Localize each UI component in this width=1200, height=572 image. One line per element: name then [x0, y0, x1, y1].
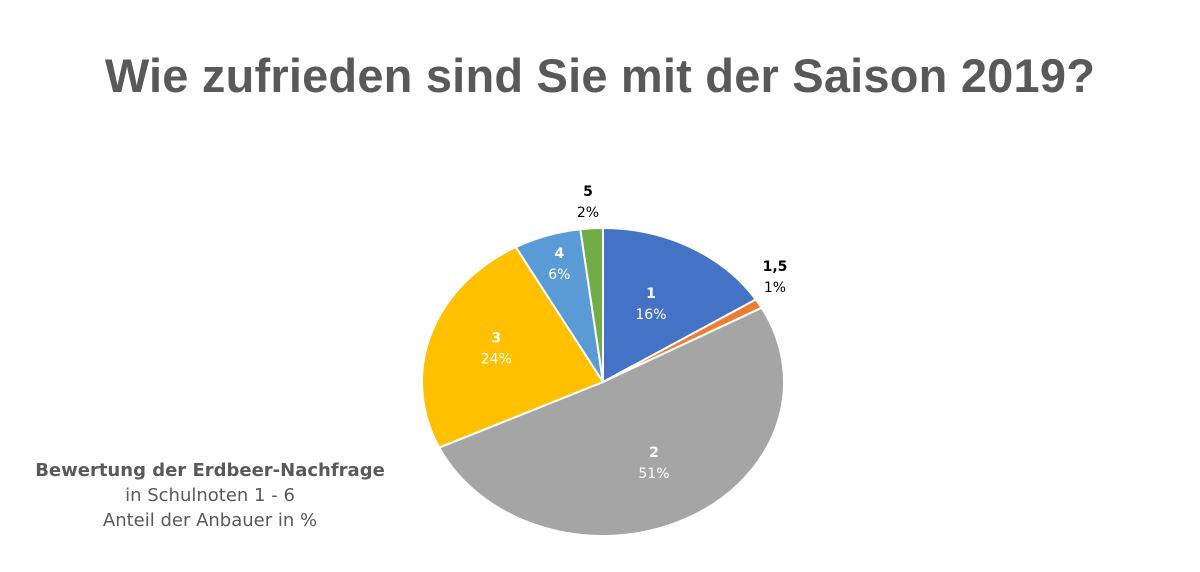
- slice-label-1: 1 16%: [635, 286, 666, 323]
- pie-slice-2: [437, 306, 785, 537]
- chart-caption: Bewertung der Erdbeer-Nachfrage in Schul…: [20, 458, 400, 533]
- slice-percent-label: 51%: [638, 466, 669, 482]
- slice-label-2: 2 51%: [638, 445, 669, 482]
- slice-percent-label: 6%: [548, 267, 570, 283]
- caption-line-2: in Schulnoten 1 - 6: [125, 485, 295, 506]
- slice-category-label: 2: [649, 445, 659, 461]
- slice-category-label: 1: [646, 286, 656, 302]
- slice-category-label: 4: [554, 246, 564, 262]
- pie-slice-1: [602, 226, 758, 384]
- pie-labels: 1 16%1,5 1%2 51%3 24%4 6%5 2%: [481, 184, 788, 482]
- slice-percent-label: 16%: [635, 307, 666, 323]
- slice-percent-label: 1%: [764, 280, 786, 296]
- slice-category-label: 3: [491, 330, 501, 346]
- slice-percent-label: 24%: [481, 351, 512, 367]
- slice-label-4: 4 6%: [548, 246, 570, 283]
- slice-category-label: 5: [583, 184, 593, 200]
- slice-label-1-5: 1,5 1%: [763, 259, 788, 296]
- slice-percent-label: 2%: [577, 205, 599, 221]
- pie-slices: [421, 226, 785, 537]
- slice-category-label: 1,5: [763, 259, 788, 275]
- pie-slice-3: [421, 245, 605, 449]
- slice-label-5: 5 2%: [577, 184, 599, 221]
- caption-line-1: Bewertung der Erdbeer-Nachfrage: [35, 460, 385, 481]
- chart-title: Wie zufrieden sind Sie mit der Saison 20…: [104, 49, 1096, 102]
- slice-label-3: 3 24%: [481, 330, 512, 367]
- pie-slice-5: [579, 226, 604, 383]
- caption-line-3: Anteil der Anbauer in %: [102, 510, 318, 531]
